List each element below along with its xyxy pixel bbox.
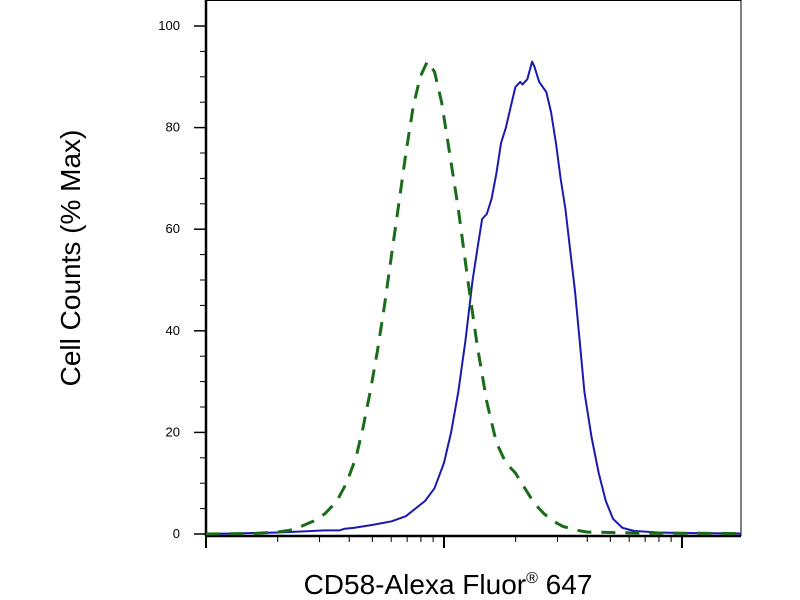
solid-histogram-line	[205, 60, 742, 535]
y-tick-label: 80	[166, 120, 180, 135]
y-tick-label: 20	[166, 424, 180, 439]
x-axis-title-main: CD58-Alexa Fluor	[304, 569, 527, 600]
x-axis-ticks	[205, 536, 683, 548]
y-tick-label: 0	[173, 526, 180, 541]
y-tick-label: 100	[158, 18, 180, 33]
plot-frame	[204, 0, 742, 538]
x-axis-title-tail: 647	[538, 569, 593, 600]
x-axis-title: CD58-Alexa Fluor® 647	[304, 569, 593, 600]
series-layer	[205, 60, 742, 536]
y-axis-ticks: 0 20 40 60 80 100	[158, 18, 206, 541]
y-axis-title: Cell Counts (% Max)	[55, 130, 86, 387]
y-tick-label: 60	[166, 221, 180, 236]
x-axis-title-registered-mark: ®	[526, 570, 538, 587]
y-tick-label: 40	[166, 323, 180, 338]
dashed-histogram-line	[205, 60, 742, 536]
